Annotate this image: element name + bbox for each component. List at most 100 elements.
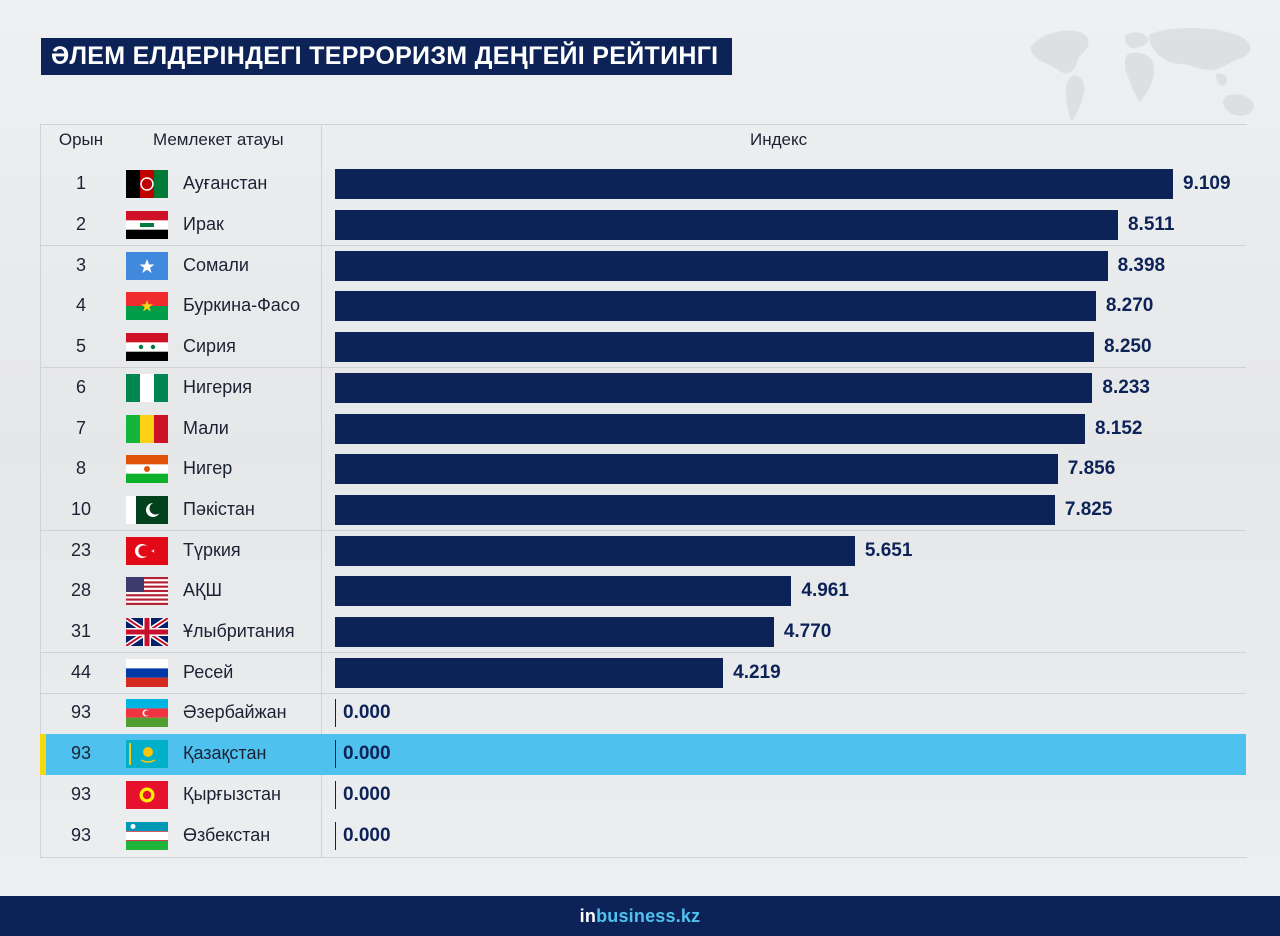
country-label: Қырғызстан	[183, 783, 281, 804]
bar	[335, 250, 1108, 281]
value-label: 8.233	[1102, 376, 1150, 398]
value-label: 0.000	[343, 743, 391, 765]
highlight-marker	[40, 734, 46, 775]
rank-label: 10	[70, 498, 92, 519]
bar	[335, 372, 1093, 403]
value-label: 0.000	[343, 824, 391, 846]
kazakhstan-flag-icon	[126, 740, 168, 769]
header-index: Индекс	[750, 130, 808, 149]
table-row	[41, 612, 1246, 653]
bar	[335, 780, 336, 809]
russia-flag-icon	[126, 658, 168, 687]
value-label: 8.270	[1105, 295, 1154, 317]
country-label: АҚШ	[183, 580, 222, 601]
country-label: Әзербайжан	[183, 702, 287, 723]
header-country: Мемлекет атауы	[153, 130, 284, 149]
country-label: Нигер	[183, 458, 233, 479]
country-label: Ресей	[183, 661, 234, 682]
nigeria-flag-icon	[126, 373, 168, 402]
uk-flag-icon	[126, 618, 168, 647]
usa-flag-icon	[126, 577, 168, 606]
bar	[335, 576, 792, 607]
niger-flag-icon	[126, 455, 168, 484]
value-label: 9.109	[1183, 173, 1231, 195]
rank-label: 4	[75, 295, 86, 316]
table-row	[41, 327, 1246, 368]
country-label: Ирак	[183, 214, 224, 235]
rank-label: 3	[75, 254, 86, 275]
country-label: Түркия	[183, 539, 241, 560]
header-rank: Орын	[58, 130, 104, 149]
bar	[335, 291, 1096, 322]
bar	[335, 332, 1094, 363]
table-row-highlighted	[41, 734, 1246, 775]
country-label: Буркина-Фасо	[183, 295, 301, 316]
world-map-icon	[1030, 28, 1254, 122]
bar	[335, 169, 1173, 200]
value-label: 0.000	[343, 702, 391, 724]
burkina-faso-flag-icon	[126, 292, 168, 321]
bar	[335, 454, 1058, 485]
brand-logo: inbusiness.kz	[579, 906, 701, 926]
rank-label: 5	[75, 336, 86, 357]
country-label: Өзбекстан	[183, 824, 271, 845]
bar	[335, 494, 1055, 525]
country-label: Мали	[183, 417, 229, 438]
footer-bar	[0, 896, 1280, 936]
somalia-flag-icon	[126, 251, 168, 280]
kyrgyzstan-flag-icon	[126, 780, 168, 809]
rank-label: 31	[70, 621, 92, 642]
value-label: 5.651	[864, 539, 913, 561]
table-row	[41, 205, 1246, 246]
value-label: 4.219	[733, 661, 781, 683]
country-label: Нигерия	[183, 376, 253, 397]
bar	[335, 740, 336, 769]
chart-title: ӘЛЕМ ЕЛДЕРІНДЕГІ ТЕРРОРИЗМ ДЕҢГЕЙІ РЕЙТИ…	[41, 38, 733, 75]
country-label: Ұлыбритания	[183, 621, 295, 642]
rank-label: 93	[70, 824, 92, 845]
turkey-flag-icon	[126, 536, 168, 565]
rank-label: 93	[70, 743, 92, 764]
country-label: Сомали	[183, 254, 249, 275]
value-label: 0.000	[343, 783, 391, 805]
table-row	[41, 490, 1246, 531]
rank-label: 6	[75, 376, 86, 397]
country-label: Қазақстан	[183, 743, 267, 764]
value-label: 8.511	[1127, 214, 1175, 236]
rank-label: 44	[70, 661, 92, 682]
rank-label: 1	[75, 173, 86, 194]
bar	[335, 535, 855, 566]
value-label: 8.250	[1103, 336, 1152, 358]
afghanistan-flag-icon	[126, 170, 168, 199]
rank-label: 7	[75, 417, 86, 438]
uzbekistan-flag-icon	[126, 821, 168, 850]
rank-label: 93	[70, 702, 92, 723]
mali-flag-icon	[126, 414, 168, 443]
value-label: 8.398	[1117, 254, 1166, 276]
value-label: 4.961	[801, 580, 849, 602]
pakistan-flag-icon	[126, 495, 168, 524]
iraq-flag-icon	[126, 211, 168, 240]
country-label: Ауғанстан	[183, 173, 268, 194]
rank-label: 28	[70, 580, 92, 601]
ranking-table	[40, 124, 1247, 858]
value-label: 8.152	[1094, 417, 1143, 439]
bar	[335, 413, 1085, 444]
country-label: Пәкістан	[183, 498, 255, 519]
azerbaijan-flag-icon	[126, 699, 168, 728]
bar	[335, 821, 336, 850]
table-row	[41, 653, 1246, 694]
bar	[335, 657, 724, 688]
rank-label: 23	[70, 539, 92, 560]
value-label: 4.770	[783, 621, 832, 643]
country-label: Сирия	[183, 336, 236, 357]
bar	[335, 210, 1118, 241]
value-label: 7.856	[1067, 458, 1116, 480]
rank-label: 2	[75, 214, 86, 235]
rank-label: 93	[70, 783, 92, 804]
column-divider	[321, 124, 322, 857]
value-label: 7.825	[1064, 498, 1113, 520]
bar	[335, 617, 774, 648]
syria-flag-icon	[126, 333, 168, 362]
bar	[335, 699, 336, 728]
